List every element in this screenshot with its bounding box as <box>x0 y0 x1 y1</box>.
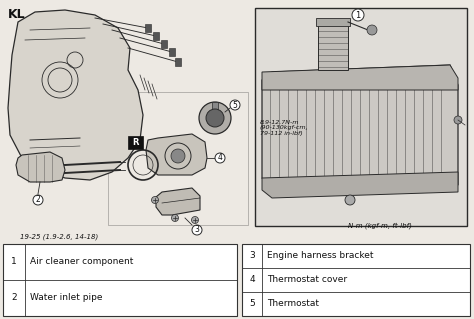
Text: 5: 5 <box>233 100 237 109</box>
Text: 4: 4 <box>218 153 222 162</box>
Bar <box>316 18 350 26</box>
Bar <box>318 22 348 70</box>
Bar <box>153 32 159 40</box>
Circle shape <box>192 225 202 235</box>
Text: Engine harness bracket: Engine harness bracket <box>267 251 374 261</box>
Bar <box>169 48 175 56</box>
Bar <box>161 40 167 48</box>
Circle shape <box>199 102 231 134</box>
Bar <box>175 58 181 66</box>
Text: 3: 3 <box>249 251 255 261</box>
Text: Air cleaner component: Air cleaner component <box>30 257 133 266</box>
Polygon shape <box>16 152 65 182</box>
Text: 4: 4 <box>249 276 255 285</box>
Text: KL: KL <box>8 8 26 21</box>
Text: 3: 3 <box>194 226 200 234</box>
Circle shape <box>191 217 199 224</box>
Circle shape <box>215 153 225 163</box>
Text: N-m (kgf-m, ft-lbf): N-m (kgf-m, ft-lbf) <box>348 222 412 229</box>
Circle shape <box>352 9 364 21</box>
Circle shape <box>172 214 179 221</box>
Circle shape <box>345 195 355 205</box>
Circle shape <box>454 116 462 124</box>
Circle shape <box>230 100 240 110</box>
Circle shape <box>171 149 185 163</box>
Text: 2: 2 <box>36 196 40 204</box>
Bar <box>128 136 143 149</box>
Text: 2: 2 <box>11 293 17 302</box>
Text: 5: 5 <box>249 300 255 308</box>
Circle shape <box>33 195 43 205</box>
Text: 1: 1 <box>356 11 361 19</box>
Bar <box>242 244 470 316</box>
Polygon shape <box>156 188 200 215</box>
Bar <box>3 244 237 316</box>
Polygon shape <box>262 65 458 90</box>
Polygon shape <box>262 65 458 192</box>
Polygon shape <box>262 172 458 198</box>
Text: Water inlet pipe: Water inlet pipe <box>30 293 102 302</box>
Text: 19-25 (1.9-2.6, 14-18): 19-25 (1.9-2.6, 14-18) <box>20 233 98 240</box>
Polygon shape <box>8 10 143 180</box>
Bar <box>255 8 467 226</box>
Circle shape <box>206 109 224 127</box>
Text: 1: 1 <box>11 257 17 266</box>
Circle shape <box>152 197 158 204</box>
Circle shape <box>367 25 377 35</box>
Bar <box>145 24 151 32</box>
Text: R: R <box>132 138 139 147</box>
Bar <box>212 102 218 112</box>
Polygon shape <box>146 134 207 175</box>
Text: 8.9-12.7N-m
(90-130kgf-cm,
79-112 in-lbf): 8.9-12.7N-m (90-130kgf-cm, 79-112 in-lbf… <box>260 120 309 136</box>
Text: Thermostat cover: Thermostat cover <box>267 276 347 285</box>
Text: Thermostat: Thermostat <box>267 300 319 308</box>
